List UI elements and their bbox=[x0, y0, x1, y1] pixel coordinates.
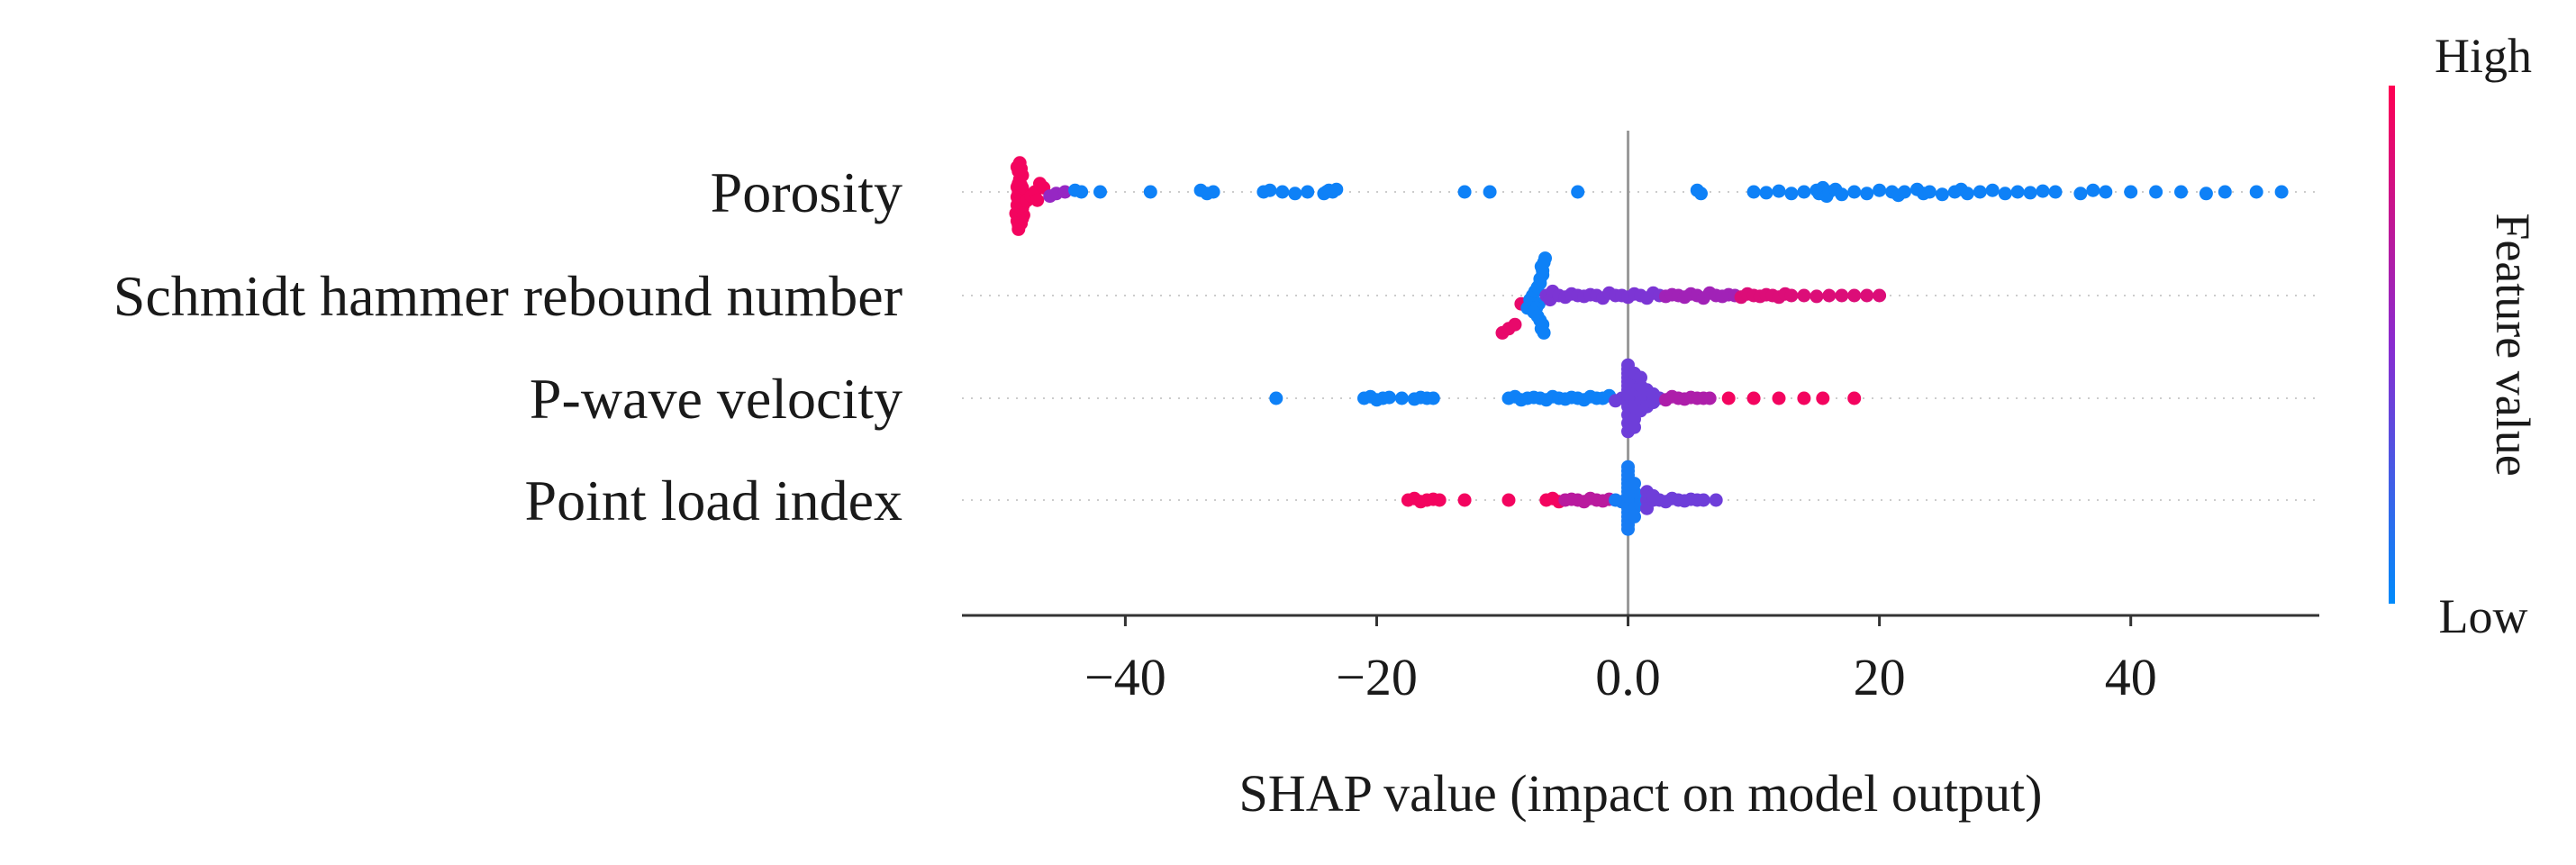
shap-point bbox=[1847, 288, 1862, 303]
shap-point bbox=[1746, 185, 1761, 199]
x-tick-label: −20 bbox=[1336, 648, 1418, 706]
shap-point bbox=[1269, 391, 1283, 405]
feature-label: Schmidt hammer rebound number bbox=[113, 264, 903, 328]
shap-point bbox=[1571, 185, 1585, 199]
shap-point bbox=[1628, 420, 1641, 434]
shap-point bbox=[1301, 185, 1315, 199]
shap-point bbox=[1797, 288, 1811, 303]
shap-point bbox=[1797, 391, 1811, 405]
shap-point bbox=[1810, 289, 1824, 304]
shap-point bbox=[1206, 185, 1220, 199]
shap-point bbox=[1621, 460, 1635, 474]
shap-point bbox=[1093, 185, 1107, 199]
shap-points bbox=[1009, 156, 2289, 536]
colorbar-title: Feature value bbox=[2486, 213, 2540, 476]
shap-point bbox=[1998, 187, 2012, 201]
shap-point bbox=[1759, 186, 1773, 200]
shap-point bbox=[1873, 183, 1887, 197]
shap-point bbox=[1835, 288, 1849, 303]
feature-label: Porosity bbox=[711, 160, 903, 224]
shap-point bbox=[2249, 185, 2263, 199]
shap-point bbox=[1835, 187, 1849, 202]
shap-point bbox=[1426, 391, 1440, 405]
shap-point bbox=[1457, 185, 1472, 199]
shap-point bbox=[2218, 185, 2232, 199]
shap-point bbox=[1973, 185, 1987, 199]
feature-rows: Porosity Schmidt hammer rebound number P-w… bbox=[113, 160, 2319, 533]
shap-point bbox=[1628, 477, 1641, 491]
shap-point bbox=[1508, 317, 1522, 332]
feature-label: Point load index bbox=[524, 469, 903, 533]
shap-point bbox=[1860, 288, 1874, 303]
shap-point bbox=[2174, 185, 2188, 199]
colorbar-low-label: Low bbox=[2439, 589, 2528, 643]
shap-point bbox=[1263, 183, 1277, 197]
shap-point bbox=[1621, 522, 1635, 536]
colorbar-gradient bbox=[2389, 86, 2395, 604]
shap-point bbox=[1797, 185, 1811, 199]
shap-point bbox=[1432, 493, 1447, 507]
colorbar: High Low Feature value bbox=[2389, 29, 2540, 643]
shap-point bbox=[1709, 493, 1723, 507]
feature-label: P-wave velocity bbox=[530, 367, 903, 431]
shap-point bbox=[2010, 185, 2025, 199]
shap-point bbox=[2199, 187, 2213, 201]
shap-point bbox=[1960, 187, 1974, 201]
shap-point bbox=[1628, 509, 1641, 524]
shap-point bbox=[1288, 187, 1302, 201]
shap-point bbox=[1457, 493, 1472, 507]
shap-point bbox=[2086, 183, 2100, 197]
shap-point bbox=[1847, 391, 1862, 405]
shap-point bbox=[2149, 185, 2163, 199]
shap-point bbox=[1860, 187, 1874, 201]
shap-point bbox=[2099, 185, 2113, 199]
shap-point bbox=[1772, 391, 1786, 405]
shap-point bbox=[1694, 187, 1708, 201]
x-tick-label: 40 bbox=[2105, 648, 2157, 706]
shap-point bbox=[1816, 391, 1830, 405]
shap-point bbox=[1483, 185, 1497, 199]
x-tick-label: 20 bbox=[1854, 648, 1906, 706]
shap-point bbox=[1922, 185, 1937, 199]
shap-point bbox=[2124, 185, 2138, 199]
shap-point bbox=[2036, 184, 2050, 198]
shap-point bbox=[1784, 187, 1799, 201]
x-axis-title: SHAP value (impact on model output) bbox=[1239, 764, 2043, 823]
shap-point bbox=[1772, 184, 1786, 198]
shap-point bbox=[1537, 325, 1551, 340]
shap-point bbox=[1746, 391, 1761, 405]
x-axis: −40 −20 0.0 20 40 bbox=[962, 614, 2319, 706]
shap-point bbox=[2023, 186, 2037, 200]
shap-point bbox=[1057, 185, 1072, 199]
shap-point bbox=[1721, 391, 1736, 405]
shap-point bbox=[1822, 288, 1837, 303]
shap-point bbox=[2073, 187, 2088, 201]
shap-point bbox=[1143, 185, 1157, 199]
shap-point bbox=[1329, 182, 1344, 196]
shap-point bbox=[1847, 185, 1862, 199]
shap-point bbox=[1382, 390, 1396, 405]
shap-point bbox=[1275, 185, 1290, 199]
shap-point bbox=[1501, 493, 1516, 507]
x-tick-label: 0.0 bbox=[1595, 648, 1661, 706]
shap-point bbox=[2048, 185, 2063, 199]
colorbar-high-label: High bbox=[2435, 29, 2532, 83]
shap-point bbox=[1394, 391, 1409, 405]
shap-point bbox=[1030, 193, 1045, 207]
shap-point bbox=[1012, 156, 1027, 170]
shap-point bbox=[1873, 288, 1887, 303]
shap-point bbox=[1634, 370, 1647, 385]
shap-point bbox=[1075, 185, 1089, 199]
shap-point bbox=[1898, 185, 1911, 199]
shap-point bbox=[1935, 187, 1949, 202]
shap-point bbox=[2274, 185, 2289, 199]
shap-point bbox=[1702, 391, 1717, 405]
shap-point bbox=[1985, 183, 2000, 197]
shap-point bbox=[1696, 493, 1710, 507]
shap-point bbox=[1784, 288, 1799, 303]
x-tick-label: −40 bbox=[1084, 648, 1166, 706]
shap-point bbox=[1538, 251, 1552, 266]
